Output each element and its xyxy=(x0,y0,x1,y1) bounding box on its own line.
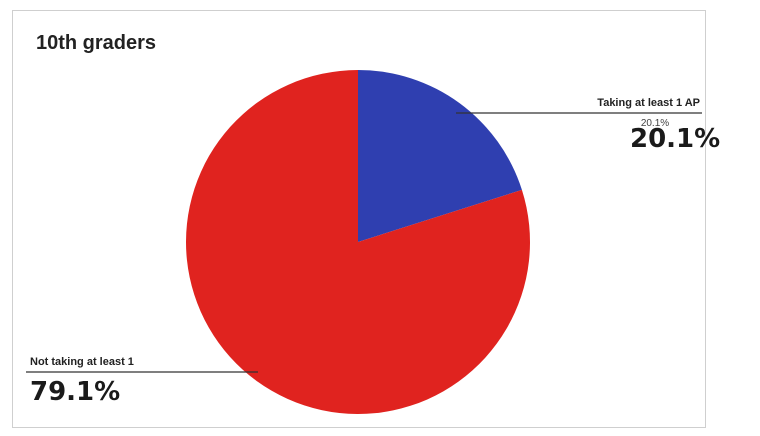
slice-value-ap: 20.1% xyxy=(641,118,669,129)
chart-title: 10th graders xyxy=(36,32,157,54)
slice-label-ap: Taking at least 1 AP xyxy=(597,97,700,109)
chart-frame xyxy=(12,10,706,428)
handwritten-value-ap: 20.1% xyxy=(630,124,720,154)
handwritten-value-not: 79.1% xyxy=(30,377,120,407)
slice-label-not: Not taking at least 1 xyxy=(30,356,134,368)
pie-slice-ap xyxy=(358,70,522,242)
pie-slice-not-taking xyxy=(186,70,530,414)
slices-layer xyxy=(186,70,530,414)
